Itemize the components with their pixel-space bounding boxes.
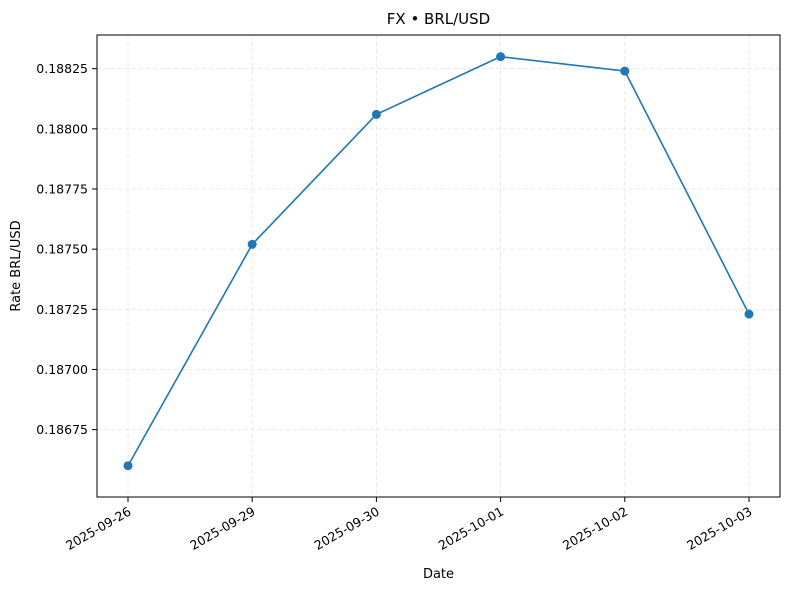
data-point bbox=[496, 52, 506, 62]
y-tick-label: 0.18725 bbox=[36, 302, 88, 317]
data-point bbox=[744, 309, 754, 319]
y-tick-label: 0.18775 bbox=[36, 182, 88, 197]
data-point bbox=[620, 66, 630, 76]
data-point bbox=[123, 461, 133, 471]
series-line bbox=[127, 55, 750, 467]
y-tick-label: 0.18825 bbox=[36, 61, 88, 76]
y-tick-label: 0.18700 bbox=[36, 362, 88, 377]
chart-title: FX • BRL/USD bbox=[387, 10, 490, 28]
data-point bbox=[247, 239, 257, 249]
y-tick-label: 0.18675 bbox=[36, 422, 88, 437]
y-axis-label: Rate BRL/USD bbox=[9, 220, 24, 311]
data-point bbox=[371, 109, 381, 119]
y-axis: 0.18675 0.18700 0.18725 0.18750 0.18775 0.188… bbox=[36, 61, 97, 437]
plot-frame bbox=[96, 34, 781, 498]
y-tick-label: 0.18800 bbox=[36, 121, 88, 136]
series-layer bbox=[123, 52, 754, 471]
x-axis-label: Date bbox=[423, 567, 454, 582]
y-tick-label: 0.18750 bbox=[36, 242, 88, 257]
